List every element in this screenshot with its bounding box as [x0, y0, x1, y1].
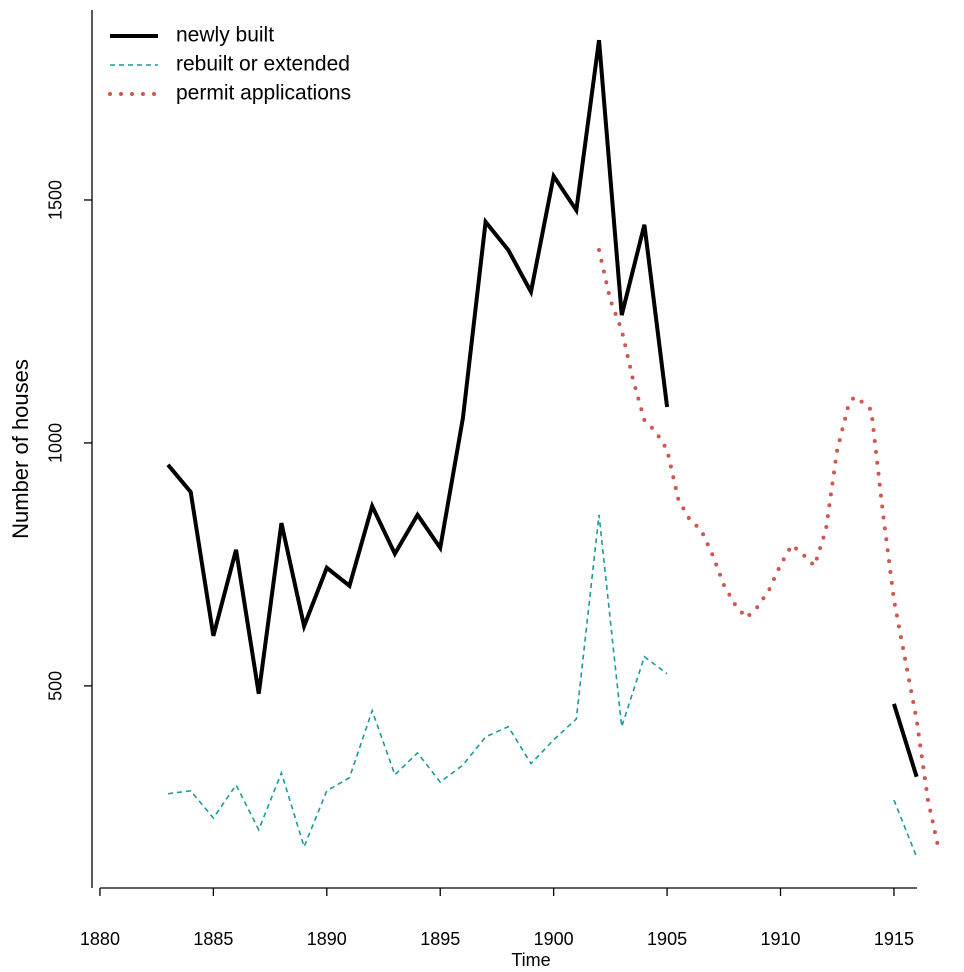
legend-label: newly built	[176, 24, 274, 47]
x-tick-label: 1880	[80, 929, 120, 949]
y-axis-title: Number of houses	[8, 359, 33, 539]
x-tick-label: 1915	[874, 929, 914, 949]
x-tick-label: 1890	[307, 929, 347, 949]
legend-label: rebuilt or extended	[176, 53, 350, 76]
series-line	[166, 39, 919, 778]
y-tick-label: 500	[46, 671, 66, 701]
x-tick-label: 1905	[647, 929, 687, 949]
series-line	[597, 248, 942, 855]
x-tick-label: 1895	[420, 929, 460, 949]
x-axis-title: Time	[511, 950, 550, 970]
series-line	[167, 514, 918, 858]
y-tick-label: 1000	[46, 423, 66, 463]
x-tick-label: 1910	[760, 929, 800, 949]
y-tick-label: 1500	[46, 180, 66, 220]
legend-label: permit applications	[176, 82, 351, 105]
x-tick-label: 1885	[193, 929, 233, 949]
x-tick-label: 1900	[534, 929, 574, 949]
